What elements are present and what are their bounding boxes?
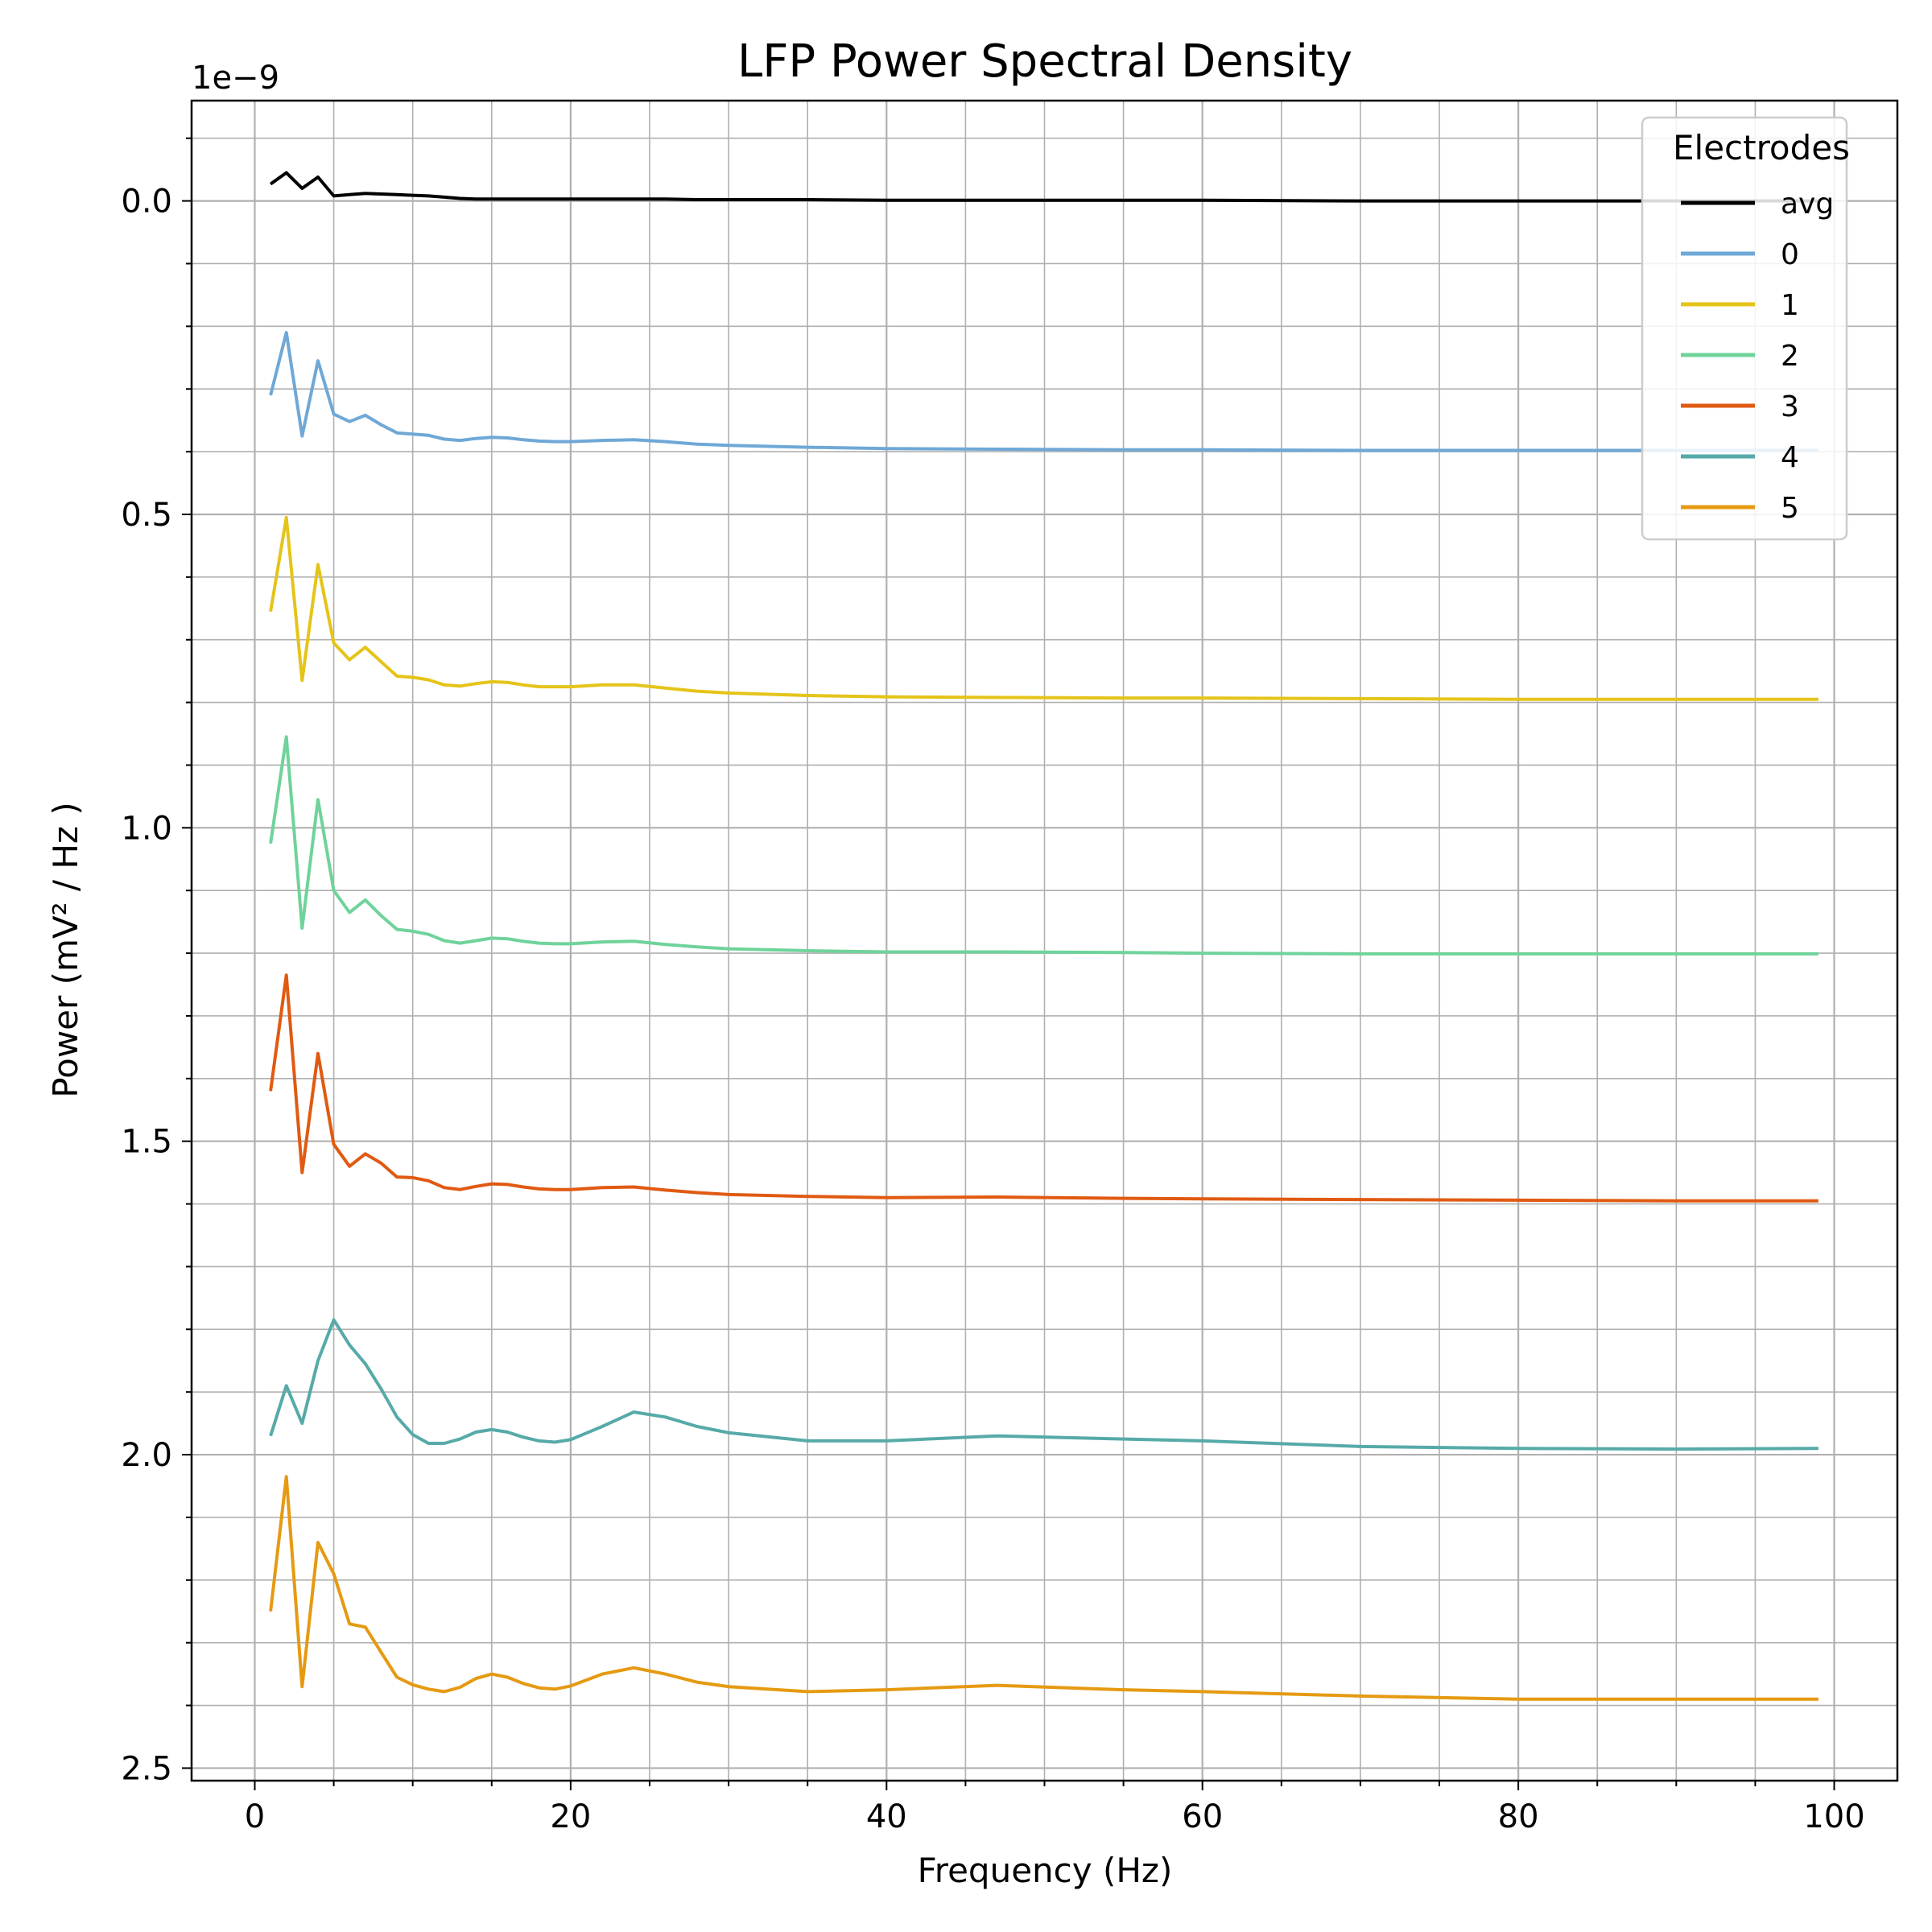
series-line-3 (269, 973, 1818, 1203)
x-axis-label: Frequency (Hz) (918, 1851, 1173, 1890)
y-tick-label: 1.0 (121, 810, 172, 847)
y-axis-offset-text: 1e−9 (192, 60, 279, 97)
legend: Electrodes avg 0 1 2 3 4 5 (1641, 116, 1850, 541)
legend-label-avg: avg (1781, 188, 1834, 221)
x-tick-label: 60 (1182, 1798, 1223, 1835)
x-tick-label: 80 (1498, 1798, 1539, 1835)
chart-title: LFP Power Spectral Density (737, 35, 1352, 88)
legend-label-2: 2 (1781, 340, 1799, 373)
series-line-0 (269, 331, 1818, 452)
series-line-5 (269, 1475, 1818, 1701)
legend-box (1641, 116, 1848, 541)
y-axis-label: Power (mV² / Hz ) (46, 802, 85, 1097)
y-tick-label: 2.5 (121, 1750, 172, 1787)
x-tick-label: 20 (550, 1798, 591, 1835)
y-tick-label: 2.0 (121, 1437, 172, 1474)
series-line-2 (269, 735, 1818, 956)
y-tick-label: 0.0 (121, 184, 172, 221)
legend-title: Electrodes (1673, 128, 1850, 167)
x-tick-label: 40 (866, 1798, 907, 1835)
y-tick-label: 0.5 (121, 497, 172, 534)
series-line-1 (269, 515, 1818, 701)
x-tick-label: 0 (245, 1798, 265, 1835)
legend-entries: avg 0 1 2 3 4 5 (1681, 188, 1834, 525)
legend-label-3: 3 (1781, 390, 1799, 423)
legend-label-4: 4 (1781, 441, 1799, 474)
series-line-4 (269, 1318, 1818, 1451)
series-line-avg (269, 171, 1818, 203)
legend-label-0: 0 (1781, 238, 1799, 271)
series-lines (269, 171, 1818, 1701)
legend-label-5: 5 (1781, 492, 1799, 525)
legend-label-1: 1 (1781, 289, 1799, 322)
x-tick-label: 100 (1803, 1798, 1864, 1835)
y-tick-label: 1.5 (121, 1124, 172, 1161)
